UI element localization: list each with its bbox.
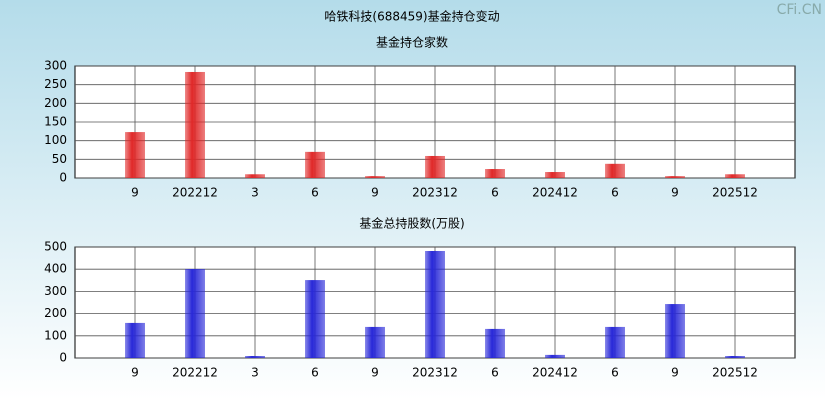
x-tick-label: 6 <box>611 366 619 380</box>
bar <box>185 71 205 178</box>
x-tick-label: 6 <box>311 186 319 200</box>
x-tick-label: 6 <box>311 366 319 380</box>
y-tick-label: 0 <box>59 171 67 185</box>
bar <box>605 163 625 178</box>
x-tick-label: 6 <box>611 186 619 200</box>
x-tick-label: 9 <box>131 186 139 200</box>
y-tick-label: 50 <box>52 152 67 166</box>
x-tick-label: 202212 <box>172 366 218 380</box>
bar <box>365 326 385 358</box>
bar <box>605 326 625 358</box>
bar <box>245 174 265 178</box>
bar <box>305 280 325 358</box>
chart-title: 基金总持股数(万股) <box>359 216 464 231</box>
bar <box>125 132 145 178</box>
x-tick-label: 9 <box>671 186 679 200</box>
y-tick-label: 100 <box>44 328 67 342</box>
bar <box>725 356 745 358</box>
page-title: 哈铁科技(688459)基金持仓变动 <box>324 9 499 24</box>
y-tick-label: 0 <box>59 351 67 365</box>
bar <box>545 172 565 178</box>
x-tick-label: 9 <box>371 366 379 380</box>
y-tick-label: 150 <box>44 115 67 129</box>
bar <box>365 176 385 178</box>
x-tick-label: 202312 <box>412 366 458 380</box>
bar <box>425 250 445 358</box>
x-tick-label: 202512 <box>712 366 758 380</box>
y-tick-label: 300 <box>44 59 67 73</box>
y-tick-label: 250 <box>44 77 67 91</box>
x-tick-label: 9 <box>671 366 679 380</box>
bar <box>485 328 505 358</box>
bar <box>665 176 685 178</box>
y-tick-label: 500 <box>44 240 67 254</box>
bar <box>425 155 445 178</box>
x-tick-label: 6 <box>491 186 499 200</box>
x-tick-label: 3 <box>251 186 259 200</box>
y-tick-label: 200 <box>44 96 67 110</box>
x-tick-label: 202512 <box>712 186 758 200</box>
bar <box>485 169 505 178</box>
x-tick-label: 202412 <box>532 366 578 380</box>
bar <box>725 174 745 178</box>
y-tick-label: 200 <box>44 306 67 320</box>
bar <box>185 268 205 358</box>
y-tick-label: 300 <box>44 284 67 298</box>
bar <box>125 322 145 358</box>
x-tick-label: 6 <box>491 366 499 380</box>
y-tick-label: 400 <box>44 262 67 276</box>
y-tick-label: 100 <box>44 133 67 147</box>
x-tick-label: 9 <box>131 366 139 380</box>
bar <box>305 151 325 178</box>
bar <box>665 304 685 358</box>
x-tick-label: 202312 <box>412 186 458 200</box>
watermark: CFi.CN <box>777 2 822 18</box>
bar <box>545 354 565 358</box>
bar <box>245 356 265 358</box>
chart-title: 基金持仓家数 <box>376 35 448 50</box>
x-tick-label: 9 <box>371 186 379 200</box>
x-tick-label: 3 <box>251 366 259 380</box>
x-tick-label: 202212 <box>172 186 218 200</box>
x-tick-label: 202412 <box>532 186 578 200</box>
